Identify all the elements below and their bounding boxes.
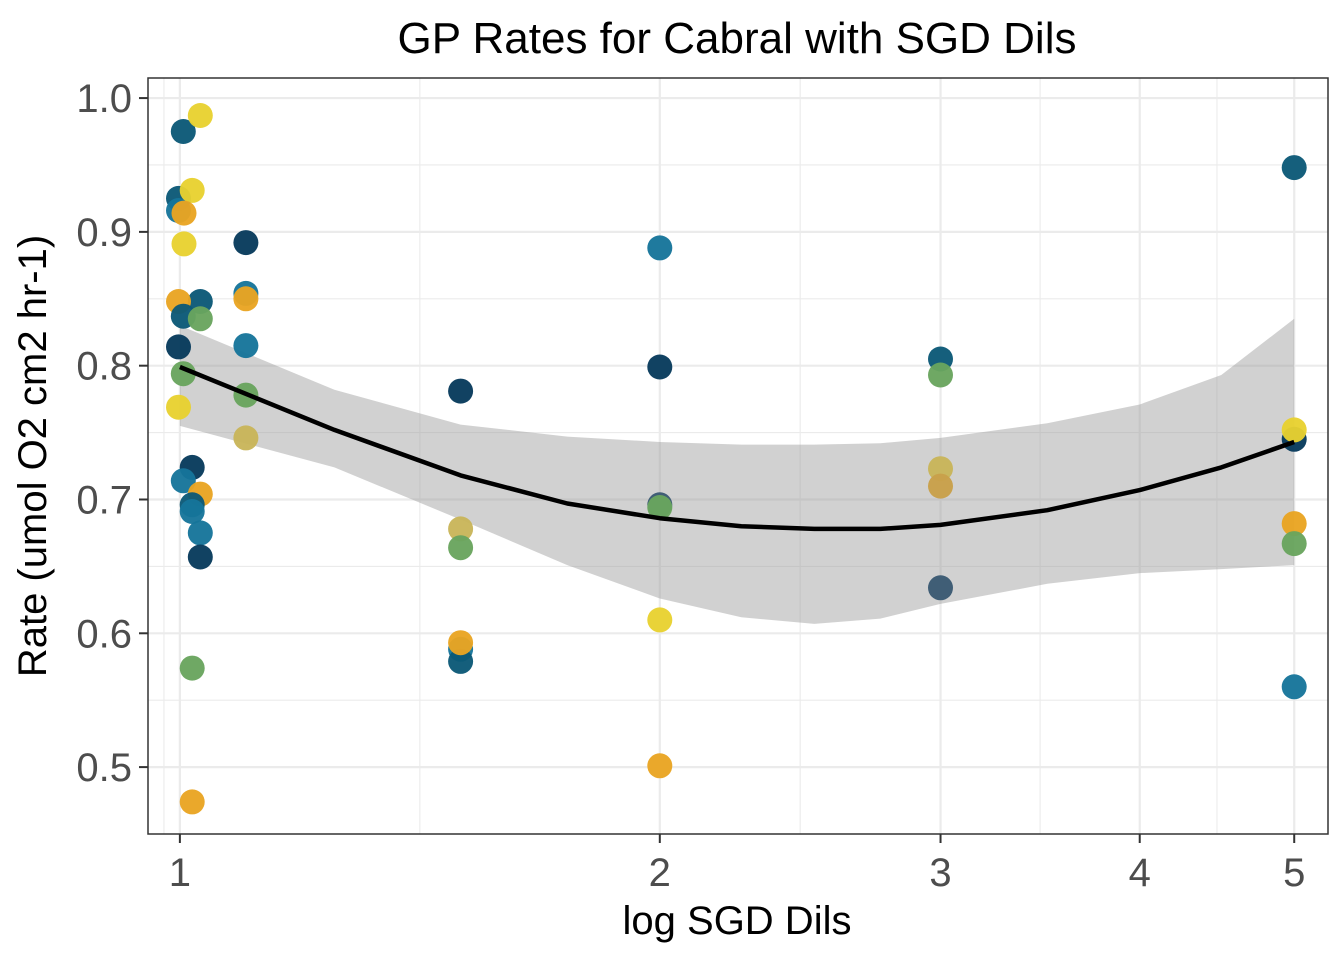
data-point bbox=[170, 361, 196, 387]
x-tick-label: 2 bbox=[649, 851, 671, 895]
y-tick-label: 0.8 bbox=[76, 345, 132, 389]
data-point bbox=[647, 235, 673, 261]
data-point bbox=[1281, 417, 1307, 443]
data-point bbox=[1281, 674, 1307, 700]
data-point bbox=[187, 289, 213, 314]
data-point bbox=[448, 378, 474, 404]
x-tick-label: 5 bbox=[1283, 851, 1305, 895]
data-point bbox=[647, 753, 673, 779]
data-point bbox=[233, 230, 259, 256]
data-point bbox=[179, 177, 205, 203]
y-axis-title: Rate (umol O2 cm2 hr-1) bbox=[11, 235, 55, 677]
y-tick-label: 0.7 bbox=[76, 478, 132, 522]
x-tick-label: 4 bbox=[1129, 851, 1151, 895]
panel-border bbox=[147, 77, 1329, 835]
data-point bbox=[647, 495, 673, 520]
x-axis-title: log SGD Dils bbox=[623, 899, 852, 943]
y-tick-label: 0.9 bbox=[76, 211, 132, 255]
axis-ticks: 1 2 3 4 5 0.5 0.6 0.7 0.8 0.9 1.0 bbox=[76, 77, 1305, 895]
points-layer bbox=[166, 103, 1307, 815]
data-point bbox=[187, 103, 213, 128]
panel-background bbox=[148, 78, 1328, 834]
confidence-band-layer bbox=[179, 318, 1295, 624]
data-point bbox=[448, 535, 474, 561]
data-point bbox=[166, 394, 191, 420]
data-point bbox=[179, 789, 205, 815]
x-tick-label: 1 bbox=[169, 851, 191, 895]
grid bbox=[148, 78, 1328, 834]
data-point bbox=[928, 362, 953, 388]
data-point bbox=[233, 286, 259, 312]
data-point bbox=[233, 333, 259, 359]
data-point bbox=[1281, 531, 1307, 557]
data-point bbox=[233, 425, 259, 451]
data-point bbox=[187, 306, 213, 332]
y-tick-label: 0.6 bbox=[76, 612, 132, 656]
smooth-line bbox=[179, 364, 1295, 532]
x-tick-label: 3 bbox=[929, 851, 951, 895]
data-point bbox=[170, 119, 196, 144]
data-point bbox=[166, 334, 191, 360]
data-point bbox=[187, 520, 213, 546]
data-point bbox=[1281, 155, 1307, 181]
data-point bbox=[179, 499, 205, 524]
chart-title: GP Rates for Cabral with SGD Dils bbox=[398, 14, 1077, 63]
data-point bbox=[448, 648, 474, 674]
data-point bbox=[1281, 511, 1307, 537]
y-tick-label: 0.5 bbox=[76, 746, 132, 790]
data-point bbox=[179, 655, 205, 681]
data-point bbox=[647, 607, 673, 633]
data-point bbox=[171, 231, 197, 257]
data-point bbox=[928, 473, 953, 499]
confidence-band bbox=[179, 318, 1295, 624]
data-point bbox=[170, 468, 196, 494]
data-point bbox=[928, 575, 953, 601]
data-point bbox=[187, 544, 213, 570]
data-point bbox=[928, 456, 953, 482]
smooth-line-layer bbox=[179, 364, 1295, 532]
data-point bbox=[448, 516, 474, 542]
data-point bbox=[647, 354, 673, 380]
y-tick-label: 1.0 bbox=[76, 77, 132, 121]
data-point bbox=[171, 200, 197, 226]
data-point bbox=[448, 630, 474, 656]
